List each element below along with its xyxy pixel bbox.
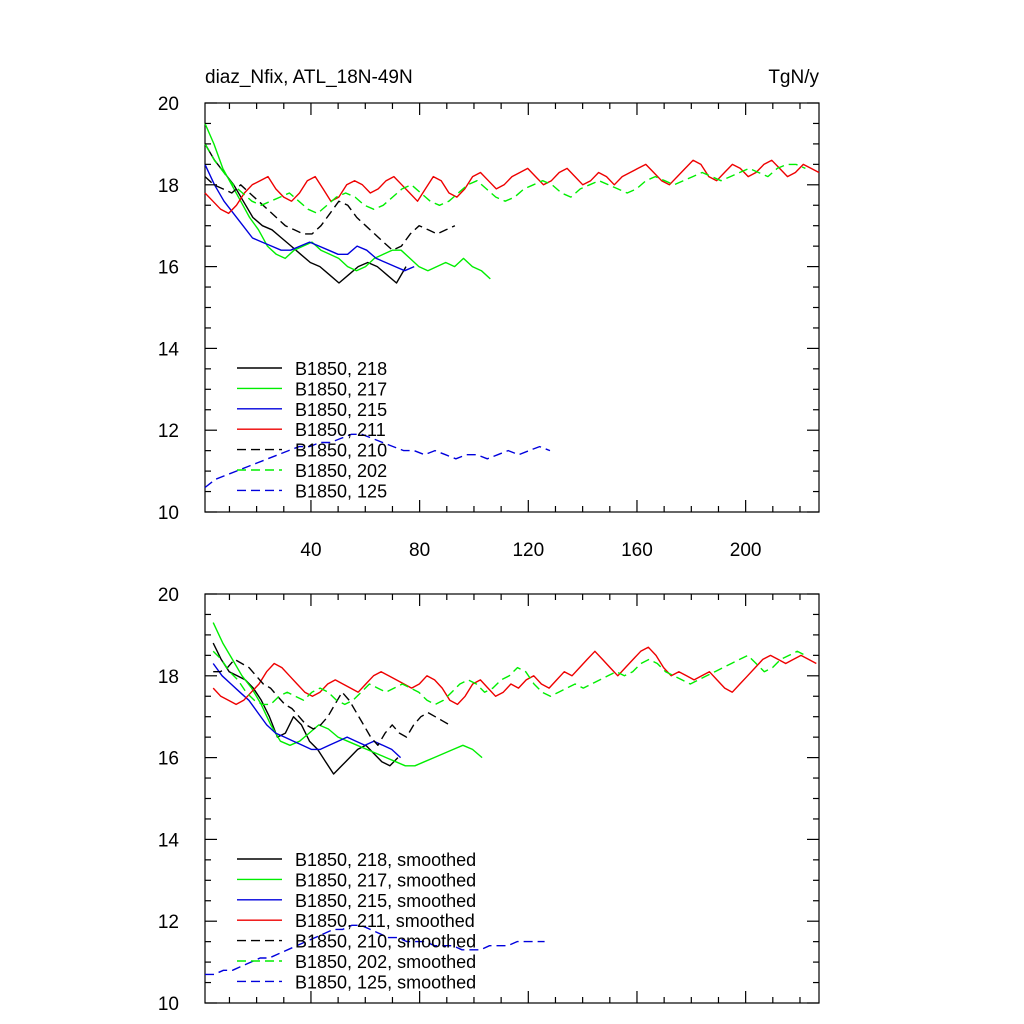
y-tick-label: 16 [158,749,179,770]
y-tick-label: 14 [158,830,180,851]
y-tick-label: 14 [158,339,180,360]
y-tick-label: 10 [158,503,179,524]
legend-label-b1850-211-smoothed: B1850, 211, smoothed [295,911,475,931]
legend-label-b1850-217-smoothed: B1850, 217, smoothed [295,870,476,890]
series-line-b1850-211 [204,159,820,215]
legend-label-b1850-125-smoothed: B1850, 125, smoothed [295,972,476,992]
series-line-b1850-218 [204,143,407,284]
series-line-b1850-217-smoothed [212,622,483,767]
legend-label-b1850-210: B1850, 210 [295,441,387,461]
legend-label-b1850-202-smoothed: B1850, 202, smoothed [295,952,476,972]
series-line-b1850-217 [204,123,491,280]
legend-label-b1850-211: B1850, 211 [295,420,386,440]
series-line-b1850-215-smoothed [212,663,402,759]
units-label: TgN/y [768,67,819,88]
y-tick-label: 18 [158,667,179,688]
series-line-b1850-211-smoothed [212,646,817,706]
top-panel: 10 12 14 16 18 20 40 80 120 160 200 diaz_Nfix, ATL_… [158,67,820,561]
series-line-b1850-210 [204,176,456,251]
legend-label-b1850-210-smoothed: B1850, 210, smoothed [295,932,476,952]
y-tick-label: 10 [158,994,179,1015]
legend-label-b1850-215: B1850, 215 [295,400,387,420]
legend-label-b1850-215-smoothed: B1850, 215, smoothed [295,891,476,911]
legend-label-b1850-218-smoothed: B1850, 218, smoothed [295,850,476,870]
series-line-b1850-210-smoothed [213,658,450,746]
series-line-b1850-202-smoothed [212,650,806,706]
y-tick-label: 12 [158,421,179,442]
series-line-b1850-215 [204,164,415,272]
x-tick-label: 200 [730,540,762,561]
x-tick-label: 120 [512,540,544,561]
series-line-b1850-125-smoothed [205,924,545,976]
y-tick-label: 16 [158,258,179,279]
series-line-b1850-125 [204,433,551,489]
x-tick-label: 160 [621,540,653,561]
series-line-b1850-202 [204,143,806,215]
legend-label-b1850-202: B1850, 202 [295,461,387,481]
x-tick-label: 40 [300,540,321,561]
x-tick-label: 80 [409,540,430,561]
y-tick-label: 20 [158,94,179,115]
legend-label-b1850-217: B1850, 217 [295,379,387,399]
legend-label-b1850-125: B1850, 125 [295,481,387,501]
chart-title: diaz_Nfix, ATL_18N-49N [205,67,413,88]
legend-label-b1850-218: B1850, 218 [295,359,387,379]
y-tick-label: 20 [158,585,179,606]
y-tick-label: 12 [158,912,179,933]
y-tick-label: 18 [158,176,179,197]
